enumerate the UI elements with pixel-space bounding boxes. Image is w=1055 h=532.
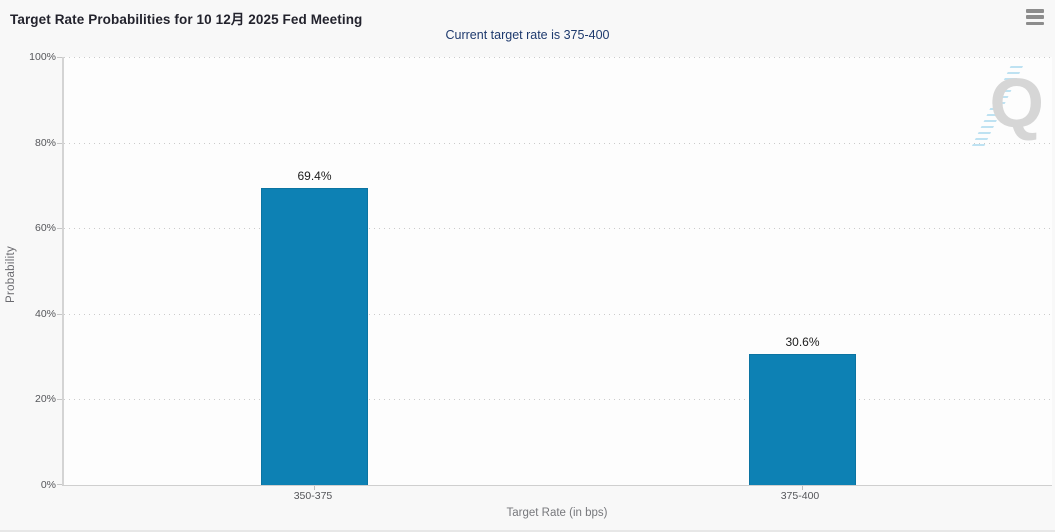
x-tick-label: 375-400: [780, 490, 820, 502]
y-tick-mark: [57, 57, 62, 58]
y-axis-title: Probability: [5, 246, 17, 303]
x-tick-mark: [314, 486, 315, 490]
gridline-20: [64, 399, 1052, 400]
bar-group-375-400: 30.6%: [749, 57, 856, 485]
y-tick-mark: [57, 314, 62, 315]
y-tick-mark: [57, 143, 62, 144]
y-tick-label: 60%: [34, 222, 56, 234]
watermark-q-letter: Q: [989, 64, 1044, 142]
gridline-80: [64, 143, 1052, 144]
x-axis-title: Target Rate (in bps): [506, 507, 608, 519]
y-tick-label: 0%: [40, 479, 56, 491]
menu-bar: [1026, 21, 1044, 25]
chart-title: Target Rate Probabilities for 10 12月 202…: [10, 12, 363, 27]
y-tick-label: 100%: [29, 51, 56, 63]
probability-bar-350-375[interactable]: [261, 188, 368, 485]
probability-bar-375-400[interactable]: [749, 354, 856, 485]
y-tick-mark: [57, 228, 62, 229]
chart-subtitle: Current target rate is 375-400: [445, 28, 610, 42]
y-tick-label: 80%: [34, 137, 56, 149]
bar-group-350-375: 69.4%: [261, 57, 368, 485]
x-tick-label: 350-375: [293, 490, 333, 502]
y-tick-label: 20%: [34, 393, 56, 405]
x-axis-line: [62, 485, 1052, 486]
menu-bar: [1026, 9, 1044, 13]
menu-bar: [1026, 15, 1044, 19]
watermark-slash-icon: [970, 66, 1024, 148]
x-tick-mark: [802, 486, 803, 490]
quikstrike-watermark: Q: [964, 62, 1044, 152]
gridline-60: [64, 228, 1052, 229]
y-tick-label: 40%: [34, 308, 56, 320]
y-tick-mark: [57, 484, 62, 485]
plot-area: Q 69.4% 30.6%: [57, 57, 1052, 490]
gridline-100: [64, 57, 1052, 58]
gridline-40: [64, 314, 1052, 315]
hamburger-menu-icon[interactable]: [1026, 9, 1044, 25]
bar-value-label: 30.6%: [785, 335, 820, 349]
y-tick-mark: [57, 399, 62, 400]
bar-value-label: 69.4%: [297, 169, 332, 183]
